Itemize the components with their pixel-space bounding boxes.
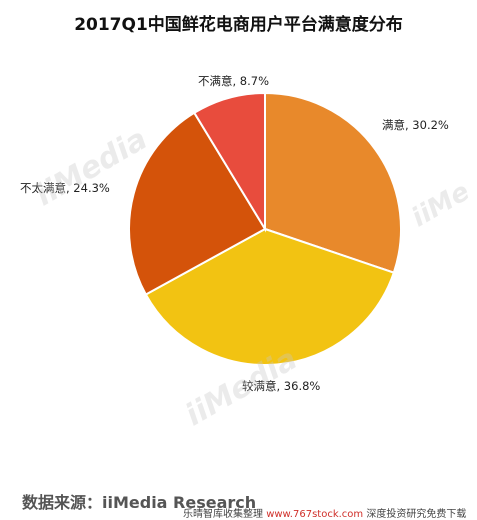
slice-label-0: 满意, 30.2% [382, 118, 449, 132]
footer-banner: 乐晴智库收集整理 www.767stock.com 深度投资研究免费下载 [183, 505, 466, 520]
source-label: 数据来源：iiMedia Research [22, 493, 257, 512]
pie-slice-0 [264, 91, 402, 274]
chart-title: 2017Q1中国鲜花电商用户平台满意度分布 [74, 15, 403, 35]
pie-slice-3 [192, 91, 266, 233]
pie-slice-2 [128, 111, 267, 296]
pie-slice-1 [144, 227, 396, 366]
footer-url[interactable]: www.767stock.com [266, 509, 364, 520]
footer-suffix: 深度投资研究免费下载 [363, 509, 467, 520]
footer-prefix: 乐晴智库收集整理 [183, 509, 267, 520]
slice-label-3: 不满意, 8.7% [198, 74, 269, 88]
slice-label-2: 不太满意, 24.3% [20, 181, 110, 195]
slice-label-1: 较满意, 36.8% [242, 379, 320, 393]
